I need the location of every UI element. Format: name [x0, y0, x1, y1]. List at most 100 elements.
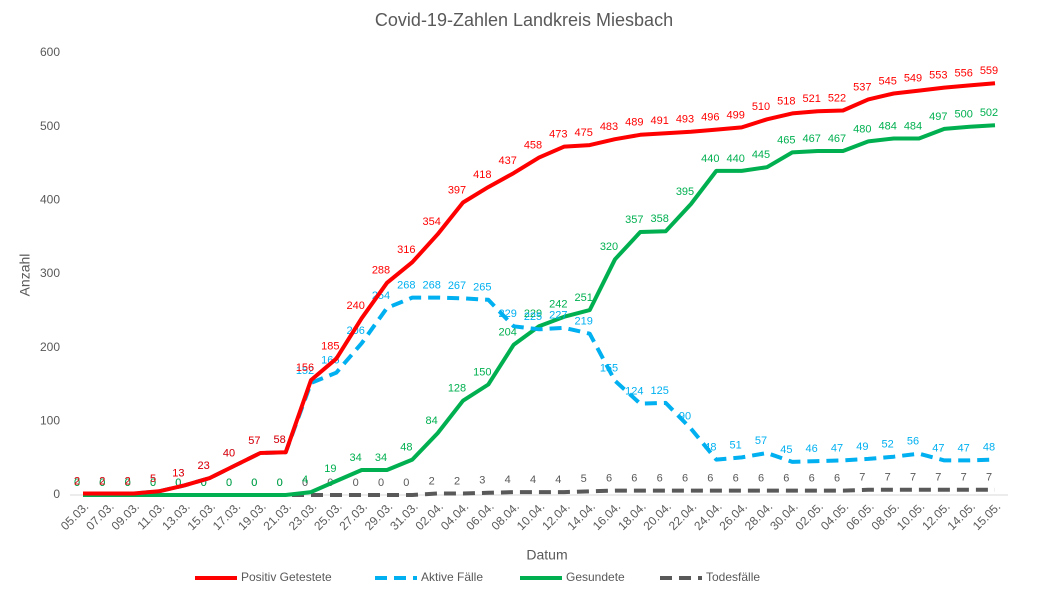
data-label: 6 — [783, 472, 789, 484]
data-label: 48 — [704, 442, 716, 454]
data-label: 522 — [828, 92, 846, 104]
data-label: 0 — [251, 477, 257, 489]
data-label: 354 — [422, 216, 440, 228]
data-label: 493 — [676, 114, 694, 126]
legend-label: Gesundete — [566, 570, 625, 584]
data-label: 13 — [172, 467, 184, 479]
data-label: 155 — [600, 363, 618, 375]
data-label: 51 — [730, 439, 742, 451]
x-tick-label: 02.05. — [793, 499, 826, 532]
data-label: 6 — [834, 472, 840, 484]
data-label: 458 — [524, 140, 542, 152]
data-label: 0 — [125, 477, 131, 489]
legend-label: Positiv Getestete — [241, 570, 332, 584]
data-label: 556 — [954, 67, 972, 79]
data-label: 6 — [606, 472, 612, 484]
data-label: 204 — [498, 327, 516, 339]
data-label: 57 — [248, 435, 260, 447]
data-label: 0 — [99, 477, 105, 489]
x-tick-label: 28.04. — [742, 499, 775, 532]
x-tick-label: 23.03. — [286, 499, 319, 532]
data-label: 6 — [758, 472, 764, 484]
data-label: 4 — [530, 474, 536, 486]
data-label: 229 — [524, 308, 542, 320]
x-tick-label: 06.04. — [463, 499, 496, 532]
data-label: 475 — [574, 127, 592, 139]
x-tick-label: 26.04. — [717, 499, 750, 532]
data-label: 559 — [980, 65, 998, 77]
data-label: 0 — [150, 477, 156, 489]
data-label: 553 — [929, 70, 947, 82]
data-label: 268 — [397, 279, 415, 291]
data-label: 49 — [856, 441, 868, 453]
x-tick-label: 16.04. — [590, 499, 623, 532]
data-label: 251 — [574, 292, 592, 304]
data-label: 150 — [473, 366, 491, 378]
data-label: 521 — [802, 93, 820, 105]
data-label: 47 — [831, 442, 843, 454]
data-label: 0 — [378, 477, 384, 489]
data-label: 5 — [581, 473, 587, 485]
data-label: 6 — [682, 472, 688, 484]
data-label: 497 — [929, 111, 947, 123]
data-label: 2 — [125, 475, 131, 487]
data-label: 2 — [429, 475, 435, 487]
data-label: 0 — [353, 477, 359, 489]
data-label: 23 — [198, 460, 210, 472]
data-label: 440 — [701, 153, 719, 165]
data-label: 0 — [175, 477, 181, 489]
data-label: 47 — [932, 442, 944, 454]
y-tick-label: 100 — [40, 414, 60, 428]
data-label: 499 — [726, 109, 744, 121]
data-label: 500 — [954, 109, 972, 121]
x-tick-label: 09.03. — [109, 499, 142, 532]
data-label: 7 — [859, 472, 865, 484]
x-tick-label: 21.03. — [261, 499, 294, 532]
data-label: 6 — [809, 472, 815, 484]
x-tick-label: 31.03. — [387, 499, 420, 532]
x-tick-label: 04.05. — [818, 499, 851, 532]
x-tick-label: 10.05. — [894, 499, 927, 532]
x-tick-label: 13.03. — [159, 499, 192, 532]
data-label: 90 — [679, 411, 691, 423]
data-label: 242 — [549, 299, 567, 311]
data-label: 6 — [733, 472, 739, 484]
data-label: 549 — [904, 72, 922, 84]
data-label: 7 — [935, 472, 941, 484]
data-label: 465 — [777, 134, 795, 146]
data-label: 3 — [479, 475, 485, 487]
data-label: 0 — [201, 477, 207, 489]
data-label: 2 — [454, 475, 460, 487]
data-label: 0 — [99, 477, 105, 489]
data-label: 2 — [125, 475, 131, 487]
y-tick-label: 600 — [40, 45, 60, 59]
y-tick-label: 300 — [40, 266, 60, 280]
data-label: 58 — [274, 434, 286, 446]
data-label: 0 — [277, 477, 283, 489]
data-label: 502 — [980, 107, 998, 119]
data-label: 496 — [701, 112, 719, 124]
y-axis-label: Anzahl — [17, 254, 33, 297]
x-tick-label: 12.05. — [919, 499, 952, 532]
x-tick-label: 27.03. — [337, 499, 370, 532]
data-label: 46 — [806, 443, 818, 455]
data-label: 467 — [802, 133, 820, 145]
y-tick-label: 500 — [40, 119, 60, 133]
x-tick-label: 06.05. — [843, 499, 876, 532]
data-label: 84 — [426, 415, 438, 427]
data-label: 0 — [226, 477, 232, 489]
data-label: 440 — [726, 153, 744, 165]
chart-title: Covid-19-Zahlen Landkreis Miesbach — [375, 10, 673, 30]
data-label: 125 — [650, 385, 668, 397]
x-tick-label: 07.03. — [83, 499, 116, 532]
x-tick-label: 17.03. — [210, 499, 243, 532]
x-tick-label: 30.04. — [767, 499, 800, 532]
data-label: 219 — [574, 316, 592, 328]
x-tick-label: 04.04. — [438, 499, 471, 532]
x-tick-label: 08.04. — [489, 499, 522, 532]
data-label: 2 — [74, 475, 80, 487]
data-label: 2 — [74, 475, 80, 487]
data-label: 57 — [248, 435, 260, 447]
x-tick-label: 02.04. — [413, 499, 446, 532]
